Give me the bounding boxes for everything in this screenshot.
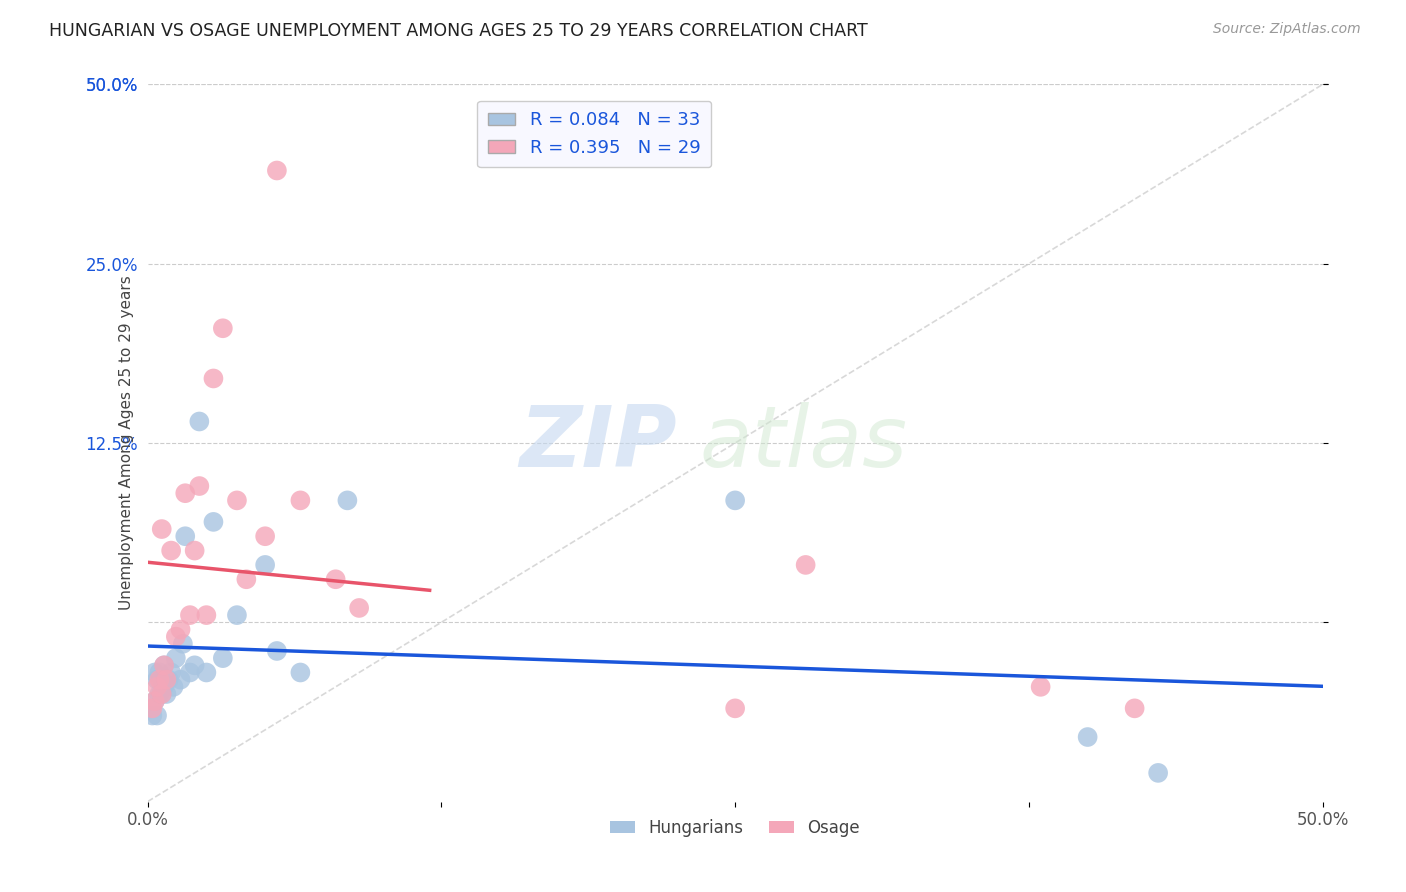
Point: [146, 680, 169, 694]
Point: [211, 321, 233, 335]
Point: [1029, 680, 1052, 694]
Point: [155, 687, 177, 701]
Point: [174, 486, 197, 500]
Point: [254, 558, 277, 572]
Point: [195, 665, 218, 680]
Point: [266, 644, 288, 658]
Point: [153, 658, 176, 673]
Text: atlas: atlas: [700, 401, 908, 484]
Point: [226, 608, 249, 623]
Point: [169, 623, 191, 637]
Point: [325, 572, 347, 586]
Point: [724, 701, 747, 715]
Point: [724, 493, 747, 508]
Point: [1123, 701, 1146, 715]
Point: [183, 658, 205, 673]
Point: [1077, 730, 1099, 744]
Y-axis label: Unemployment Among Ages 25 to 29 years: Unemployment Among Ages 25 to 29 years: [118, 276, 134, 610]
Point: [148, 673, 170, 687]
Point: [160, 543, 183, 558]
Point: [188, 479, 211, 493]
Point: [153, 680, 176, 694]
Text: ZIP: ZIP: [519, 401, 676, 484]
Point: [169, 673, 191, 687]
Point: [146, 708, 169, 723]
Text: HUNGARIAN VS OSAGE UNEMPLOYMENT AMONG AGES 25 TO 29 YEARS CORRELATION CHART: HUNGARIAN VS OSAGE UNEMPLOYMENT AMONG AG…: [49, 22, 868, 40]
Point: [254, 529, 277, 543]
Point: [290, 665, 312, 680]
Point: [141, 708, 163, 723]
Point: [1147, 765, 1170, 780]
Point: [235, 572, 257, 586]
Point: [202, 515, 225, 529]
Point: [165, 630, 187, 644]
Point: [150, 673, 173, 687]
Point: [141, 701, 163, 715]
Point: [347, 601, 370, 615]
Point: [195, 608, 218, 623]
Point: [162, 680, 184, 694]
Point: [165, 651, 187, 665]
Point: [150, 522, 173, 536]
Point: [143, 665, 166, 680]
Point: [188, 415, 211, 429]
Point: [148, 687, 170, 701]
Point: [226, 493, 249, 508]
Point: [179, 608, 201, 623]
Point: [336, 493, 359, 508]
Text: Source: ZipAtlas.com: Source: ZipAtlas.com: [1213, 22, 1361, 37]
Point: [172, 637, 194, 651]
Point: [155, 673, 177, 687]
Point: [148, 665, 170, 680]
Point: [153, 658, 176, 673]
Point: [143, 694, 166, 708]
Point: [143, 694, 166, 708]
Point: [150, 687, 173, 701]
Point: [266, 163, 288, 178]
Point: [160, 665, 183, 680]
Point: [157, 673, 180, 687]
Point: [150, 687, 173, 701]
Point: [794, 558, 817, 572]
Point: [183, 543, 205, 558]
Point: [174, 529, 197, 543]
Legend: Hungarians, Osage: Hungarians, Osage: [603, 812, 866, 844]
Point: [202, 371, 225, 385]
Point: [179, 665, 201, 680]
Point: [146, 673, 169, 687]
Point: [290, 493, 312, 508]
Point: [211, 651, 233, 665]
